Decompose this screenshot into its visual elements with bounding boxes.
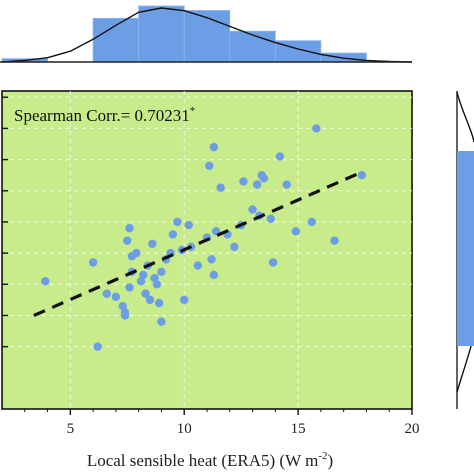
x-axis-title-close: ) [327, 451, 333, 470]
right-histogram-bar-middle [457, 186, 474, 306]
scatter-point [282, 180, 291, 189]
top-histogram-bar [138, 5, 185, 63]
scatter-point [157, 267, 166, 277]
scatter-point [139, 270, 148, 280]
scatter-point [125, 283, 134, 292]
right-marginal-histogram [456, 91, 474, 409]
scatter-point [154, 298, 164, 308]
scatter-point [102, 289, 111, 298]
scatter-point [259, 174, 269, 183]
scatter-point [141, 289, 150, 298]
scatter-point [268, 258, 278, 267]
scatter-point [145, 295, 155, 305]
top-density-curve [1, 7, 413, 63]
x-tick-label: 10 [177, 421, 192, 437]
grid [2, 91, 412, 409]
scatter-point [207, 255, 216, 264]
scatter-point [239, 177, 248, 186]
scatter-point [88, 258, 98, 267]
scatter-point [357, 170, 367, 180]
x-axis-ticks: 5 10 15 20 [24, 409, 420, 437]
scatter-point [180, 295, 189, 305]
x-tick-label: 20 [405, 421, 420, 437]
scatter-point [216, 183, 225, 192]
scatter-point [173, 217, 182, 227]
scatter-point [291, 227, 301, 236]
annotation: Spearman Corr.= 0.70231* [14, 105, 195, 125]
scatter-point [209, 142, 219, 152]
x-axis-title-exponent: -2 [318, 450, 327, 462]
x-tick-label: 5 [67, 421, 75, 437]
scatter-point [123, 236, 132, 245]
x-tick-label: 15 [291, 421, 306, 437]
scatter-point [209, 270, 219, 280]
scatter-point [252, 180, 262, 189]
scatter-point [168, 230, 178, 239]
annotation-text: Spearman Corr.= 0.70231 [14, 106, 190, 125]
x-axis-title-main: Local sensible heat (ERA5) (W m [87, 451, 318, 470]
right-histogram-bar-top [457, 151, 474, 186]
scatter-point [120, 311, 130, 320]
top-histogram-bar [229, 30, 276, 63]
right-density-curve-top [456, 91, 474, 143]
scatter-point [275, 152, 285, 161]
x-axis-title: Local sensible heat (ERA5) (W m-2) [87, 450, 333, 470]
plot-background [1, 90, 413, 410]
scatter-point [41, 276, 50, 286]
top-marginal-histogram [1, 5, 413, 63]
scatter-point [184, 220, 193, 230]
scatter-point [148, 239, 157, 248]
scatter-point [193, 261, 203, 270]
scatter-point [125, 223, 134, 233]
scatter-point [312, 124, 321, 133]
right-histogram-bar-bottom [457, 306, 474, 346]
y-axis-ticks [2, 96, 8, 348]
annotation-superscript: * [190, 105, 196, 117]
scatter-point [111, 292, 121, 301]
scatter-point [307, 217, 316, 227]
scatter-point [330, 236, 339, 245]
scatter-point [230, 242, 239, 252]
scatter-point [205, 161, 214, 171]
scatter-point [127, 252, 137, 261]
scatter-point [150, 273, 159, 283]
scatter-point [93, 342, 102, 351]
scatter-point [157, 317, 166, 326]
scatter-point [266, 214, 275, 224]
scatter-point [248, 205, 257, 214]
